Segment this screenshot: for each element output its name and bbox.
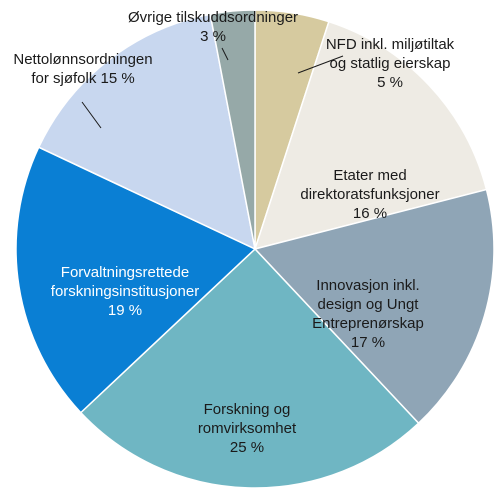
slice-labels: NFD inkl. miljøtiltak og statlig eierskap… xyxy=(13,9,454,456)
pie-slice-1 xyxy=(253,20,488,251)
slice-label-4: Forvaltningsrettede forskningsinstitusjon… xyxy=(51,264,199,319)
slice-label-5-line-0: Nettolønnsordningen xyxy=(13,51,152,68)
slice-label-0-line-1: og statlig eierskap xyxy=(330,55,451,72)
slice-label-2-line-3: 17 % xyxy=(351,334,385,351)
pie-slice-5 xyxy=(37,13,257,251)
slice-label-5: Nettolønnsordningen for sjøfolk 15 % xyxy=(13,51,152,87)
leader-line-0 xyxy=(297,55,344,74)
slice-label-1-line-2: 16 % xyxy=(353,205,387,222)
leader-line-6 xyxy=(221,47,229,61)
leader-line-5 xyxy=(81,101,102,129)
slice-label-3-line-2: 25 % xyxy=(230,439,264,456)
slice-label-5-line-1: for sjøfolk 15 % xyxy=(31,70,134,87)
slice-label-1: Etater med direktoratsfunksjoner 16 % xyxy=(300,167,439,222)
slice-label-2-line-0: Innovasjon inkl. xyxy=(316,277,419,294)
slice-label-3-line-0: Forskning og xyxy=(204,401,291,418)
slice-label-0: NFD inkl. miljøtiltak og statlig eierskap… xyxy=(326,36,455,91)
slice-label-0-line-0: NFD inkl. miljøtiltak xyxy=(326,36,455,53)
slice-label-1-line-0: Etater med xyxy=(333,167,406,184)
pie-slice-4 xyxy=(15,146,257,414)
slice-label-3: Forskning og romvirksomhet 25 % xyxy=(198,401,297,456)
slice-label-6-line-1: 3 % xyxy=(200,28,226,45)
slice-label-2-line-1: design og Ungt xyxy=(318,296,420,313)
leader-lines xyxy=(81,47,344,129)
slice-label-0-line-2: 5 % xyxy=(377,74,403,91)
slice-label-4-line-0: Forvaltningsrettede xyxy=(61,264,189,281)
slice-label-2: Innovasjon inkl. design og Ungt Entreprenø… xyxy=(312,277,424,351)
slice-label-1-line-1: direktoratsfunksjoner xyxy=(300,186,439,203)
slice-label-2-line-2: Entreprenørskap xyxy=(312,315,424,332)
slice-label-4-line-2: 19 % xyxy=(108,302,142,319)
pie-slice-2 xyxy=(253,188,495,425)
slice-label-6: Øvrige tilskuddsordninger 3 % xyxy=(128,9,298,45)
slice-label-4-line-1: forskningsinstitusjoner xyxy=(51,283,199,300)
pie-slices xyxy=(15,9,495,489)
slice-label-6-line-0: Øvrige tilskuddsordninger xyxy=(128,9,298,26)
slice-label-3-line-1: romvirksomhet xyxy=(198,420,297,437)
pie-slice-3 xyxy=(79,247,420,489)
pie-slice-6 xyxy=(209,9,256,250)
